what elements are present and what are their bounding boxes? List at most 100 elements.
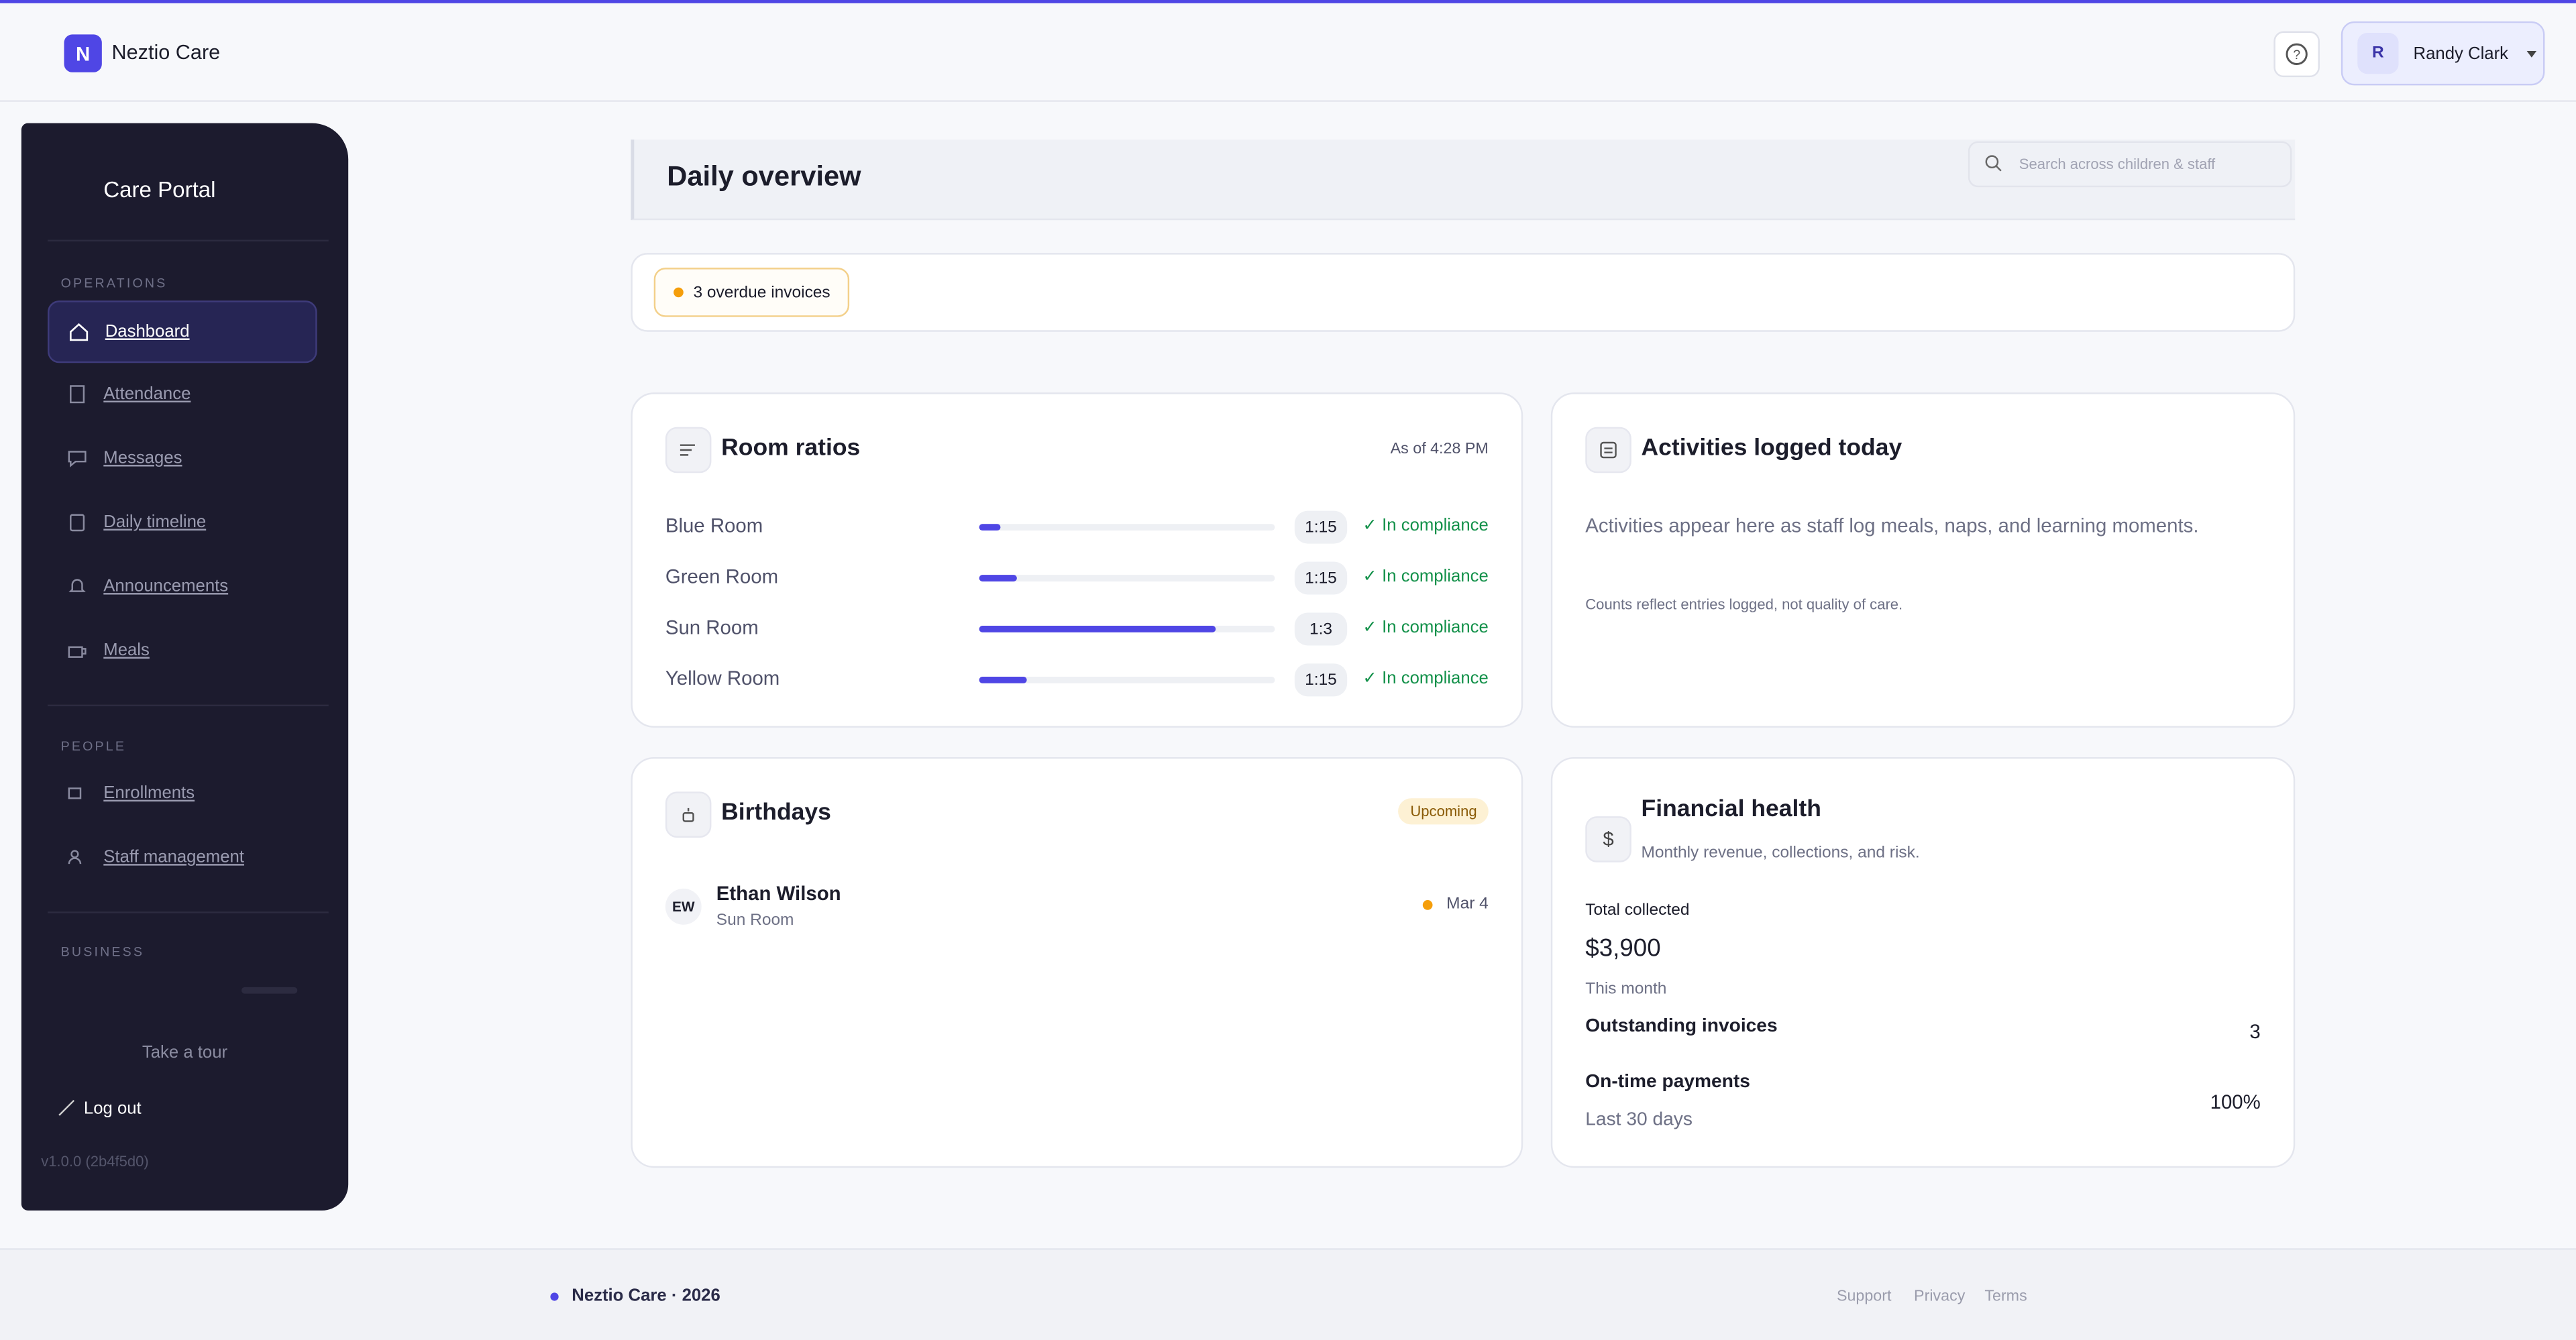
- activities-card: Activities logged today Activities appea…: [1550, 392, 2296, 728]
- ratio-track: [979, 575, 1275, 581]
- as-of: As of 4:28 PM: [1390, 440, 1489, 459]
- nav-link[interactable]: Staff management: [48, 828, 314, 887]
- date-dot: [1422, 900, 1433, 910]
- nav-link[interactable]: Meals: [48, 621, 314, 680]
- separator: [48, 239, 329, 242]
- page-title: Daily overview: [667, 161, 861, 192]
- outstanding-label: Outstanding invoices: [1585, 1016, 1778, 1037]
- nav-icon: [68, 646, 87, 658]
- ontime-label: On-time payments: [1585, 1072, 1750, 1093]
- nav-link[interactable]: Messages: [48, 429, 314, 488]
- room-ratios-card: Room ratios As of 4:28 PM Blue Room 1:15 ✓…: [631, 392, 1523, 728]
- person-name: Ethan Wilson: [716, 882, 841, 905]
- room-name: Sun Room: [665, 616, 759, 639]
- alert-pill[interactable]: 3 overdue invoices: [653, 268, 851, 317]
- nav-label: Enrollments: [103, 783, 195, 803]
- nav-label: Meals: [103, 640, 150, 661]
- brand-logo[interactable]: N: [64, 34, 102, 72]
- compliance-status: ✓ In compliance: [1362, 668, 1489, 689]
- search-box[interactable]: Search across children & staff: [1968, 141, 2292, 188]
- total-label: Total collected: [1585, 901, 1690, 920]
- ontime-value: 100%: [2210, 1091, 2261, 1114]
- icon: [1600, 441, 1617, 459]
- search-icon: [1985, 155, 2002, 172]
- birthdays-card: Birthdays Upcoming EW Ethan Wilson Sun R…: [631, 757, 1523, 1168]
- ratio-bar: [979, 676, 1027, 683]
- nav-icon: [68, 787, 82, 799]
- card-title: Activities logged today: [1641, 435, 1902, 462]
- brand-name[interactable]: Neztio Care: [111, 41, 221, 64]
- ratio-badge: 1:15: [1294, 510, 1348, 544]
- user-name: Randy Clark: [2413, 44, 2509, 64]
- footer-link[interactable]: Support: [1836, 1288, 1892, 1306]
- icon: [680, 444, 695, 456]
- accent-bar: [0, 0, 2576, 3]
- compliance-status: ✓ In compliance: [1362, 515, 1489, 536]
- card-title: Room ratios: [721, 435, 861, 462]
- nav-label: Daily timeline: [103, 512, 207, 533]
- ratio-bar: [979, 575, 1018, 581]
- version: v1.0.0 (2b4f5d0): [41, 1153, 149, 1170]
- scroll-handle: [241, 987, 298, 994]
- help-icon: ?: [2286, 43, 2308, 65]
- badge: Upcoming: [1399, 798, 1489, 825]
- sidebar: Care Portal OPERATIONS Dashboard Attenda…: [21, 123, 349, 1211]
- footer-brand: Neztio Care · 2026: [572, 1286, 720, 1306]
- ratio-badge: 1:3: [1294, 612, 1348, 646]
- card-icon: $: [1585, 816, 1631, 862]
- compliance-status: ✓ In compliance: [1362, 566, 1489, 587]
- room-name: Blue Room: [665, 514, 763, 537]
- nav-link[interactable]: Announcements: [48, 557, 314, 616]
- nav-link[interactable]: Daily timeline: [48, 493, 314, 552]
- nav-icon: [69, 323, 89, 341]
- ratio-bar: [979, 524, 1000, 531]
- ratio-track: [979, 524, 1275, 531]
- nav-icon: [70, 385, 85, 404]
- ratio-bar: [979, 626, 1216, 632]
- logout-icon: [58, 1099, 75, 1116]
- alert-dot: [674, 287, 684, 298]
- icon: [682, 807, 694, 822]
- user-menu[interactable]: R Randy Clark: [2341, 21, 2545, 86]
- footer: Neztio Care · 2026 Support Privacy Terms: [0, 1248, 2576, 1340]
- nav-label: Staff management: [103, 847, 244, 868]
- ratio-badge: 1:15: [1294, 561, 1348, 595]
- ratio-track: [979, 676, 1275, 683]
- card-icon: [665, 427, 712, 473]
- ratio-badge: 1:15: [1294, 663, 1348, 697]
- room-name: Yellow Room: [665, 667, 780, 690]
- separator: [48, 911, 329, 913]
- person-initials: EW: [665, 888, 702, 925]
- nav-icon: [70, 514, 85, 532]
- nav-icon: [68, 451, 87, 467]
- svg-text:$: $: [1603, 828, 1613, 850]
- footer-link[interactable]: Privacy: [1914, 1288, 1966, 1306]
- footer-link[interactable]: Terms: [1984, 1288, 2027, 1306]
- note: Counts reflect entries logged, not quali…: [1585, 596, 1903, 613]
- empty-message: Activities appear here as staff log meal…: [1585, 514, 2199, 537]
- logout-button[interactable]: Log out: [58, 1099, 142, 1119]
- nav-label: Dashboard: [105, 322, 190, 342]
- alert-text: 3 overdue invoices: [693, 283, 830, 302]
- card-icon: [1585, 427, 1631, 473]
- room-name: Green Room: [665, 565, 779, 588]
- nav-link[interactable]: Attendance: [48, 365, 314, 424]
- search-placeholder: Search across children & staff: [2019, 156, 2216, 173]
- nav-label: Announcements: [103, 576, 229, 596]
- help-button[interactable]: ?: [2273, 31, 2320, 78]
- logout-label: Log out: [83, 1099, 142, 1119]
- total-value: $3,900: [1585, 934, 1661, 963]
- icon: $: [1603, 828, 1613, 850]
- svg-text:?: ?: [2293, 48, 2300, 62]
- tour-link[interactable]: Take a tour: [142, 1043, 228, 1063]
- nav-icon: [68, 850, 82, 864]
- nav-label: Attendance: [103, 384, 191, 404]
- page-header: Daily overview Search across children & …: [631, 139, 2296, 221]
- nav-link[interactable]: Dashboard: [48, 300, 317, 364]
- nav-link[interactable]: Enrollments: [48, 764, 314, 823]
- nav-icon: [68, 579, 86, 592]
- card-subtitle: Monthly revenue, collections, and risk.: [1641, 844, 1920, 862]
